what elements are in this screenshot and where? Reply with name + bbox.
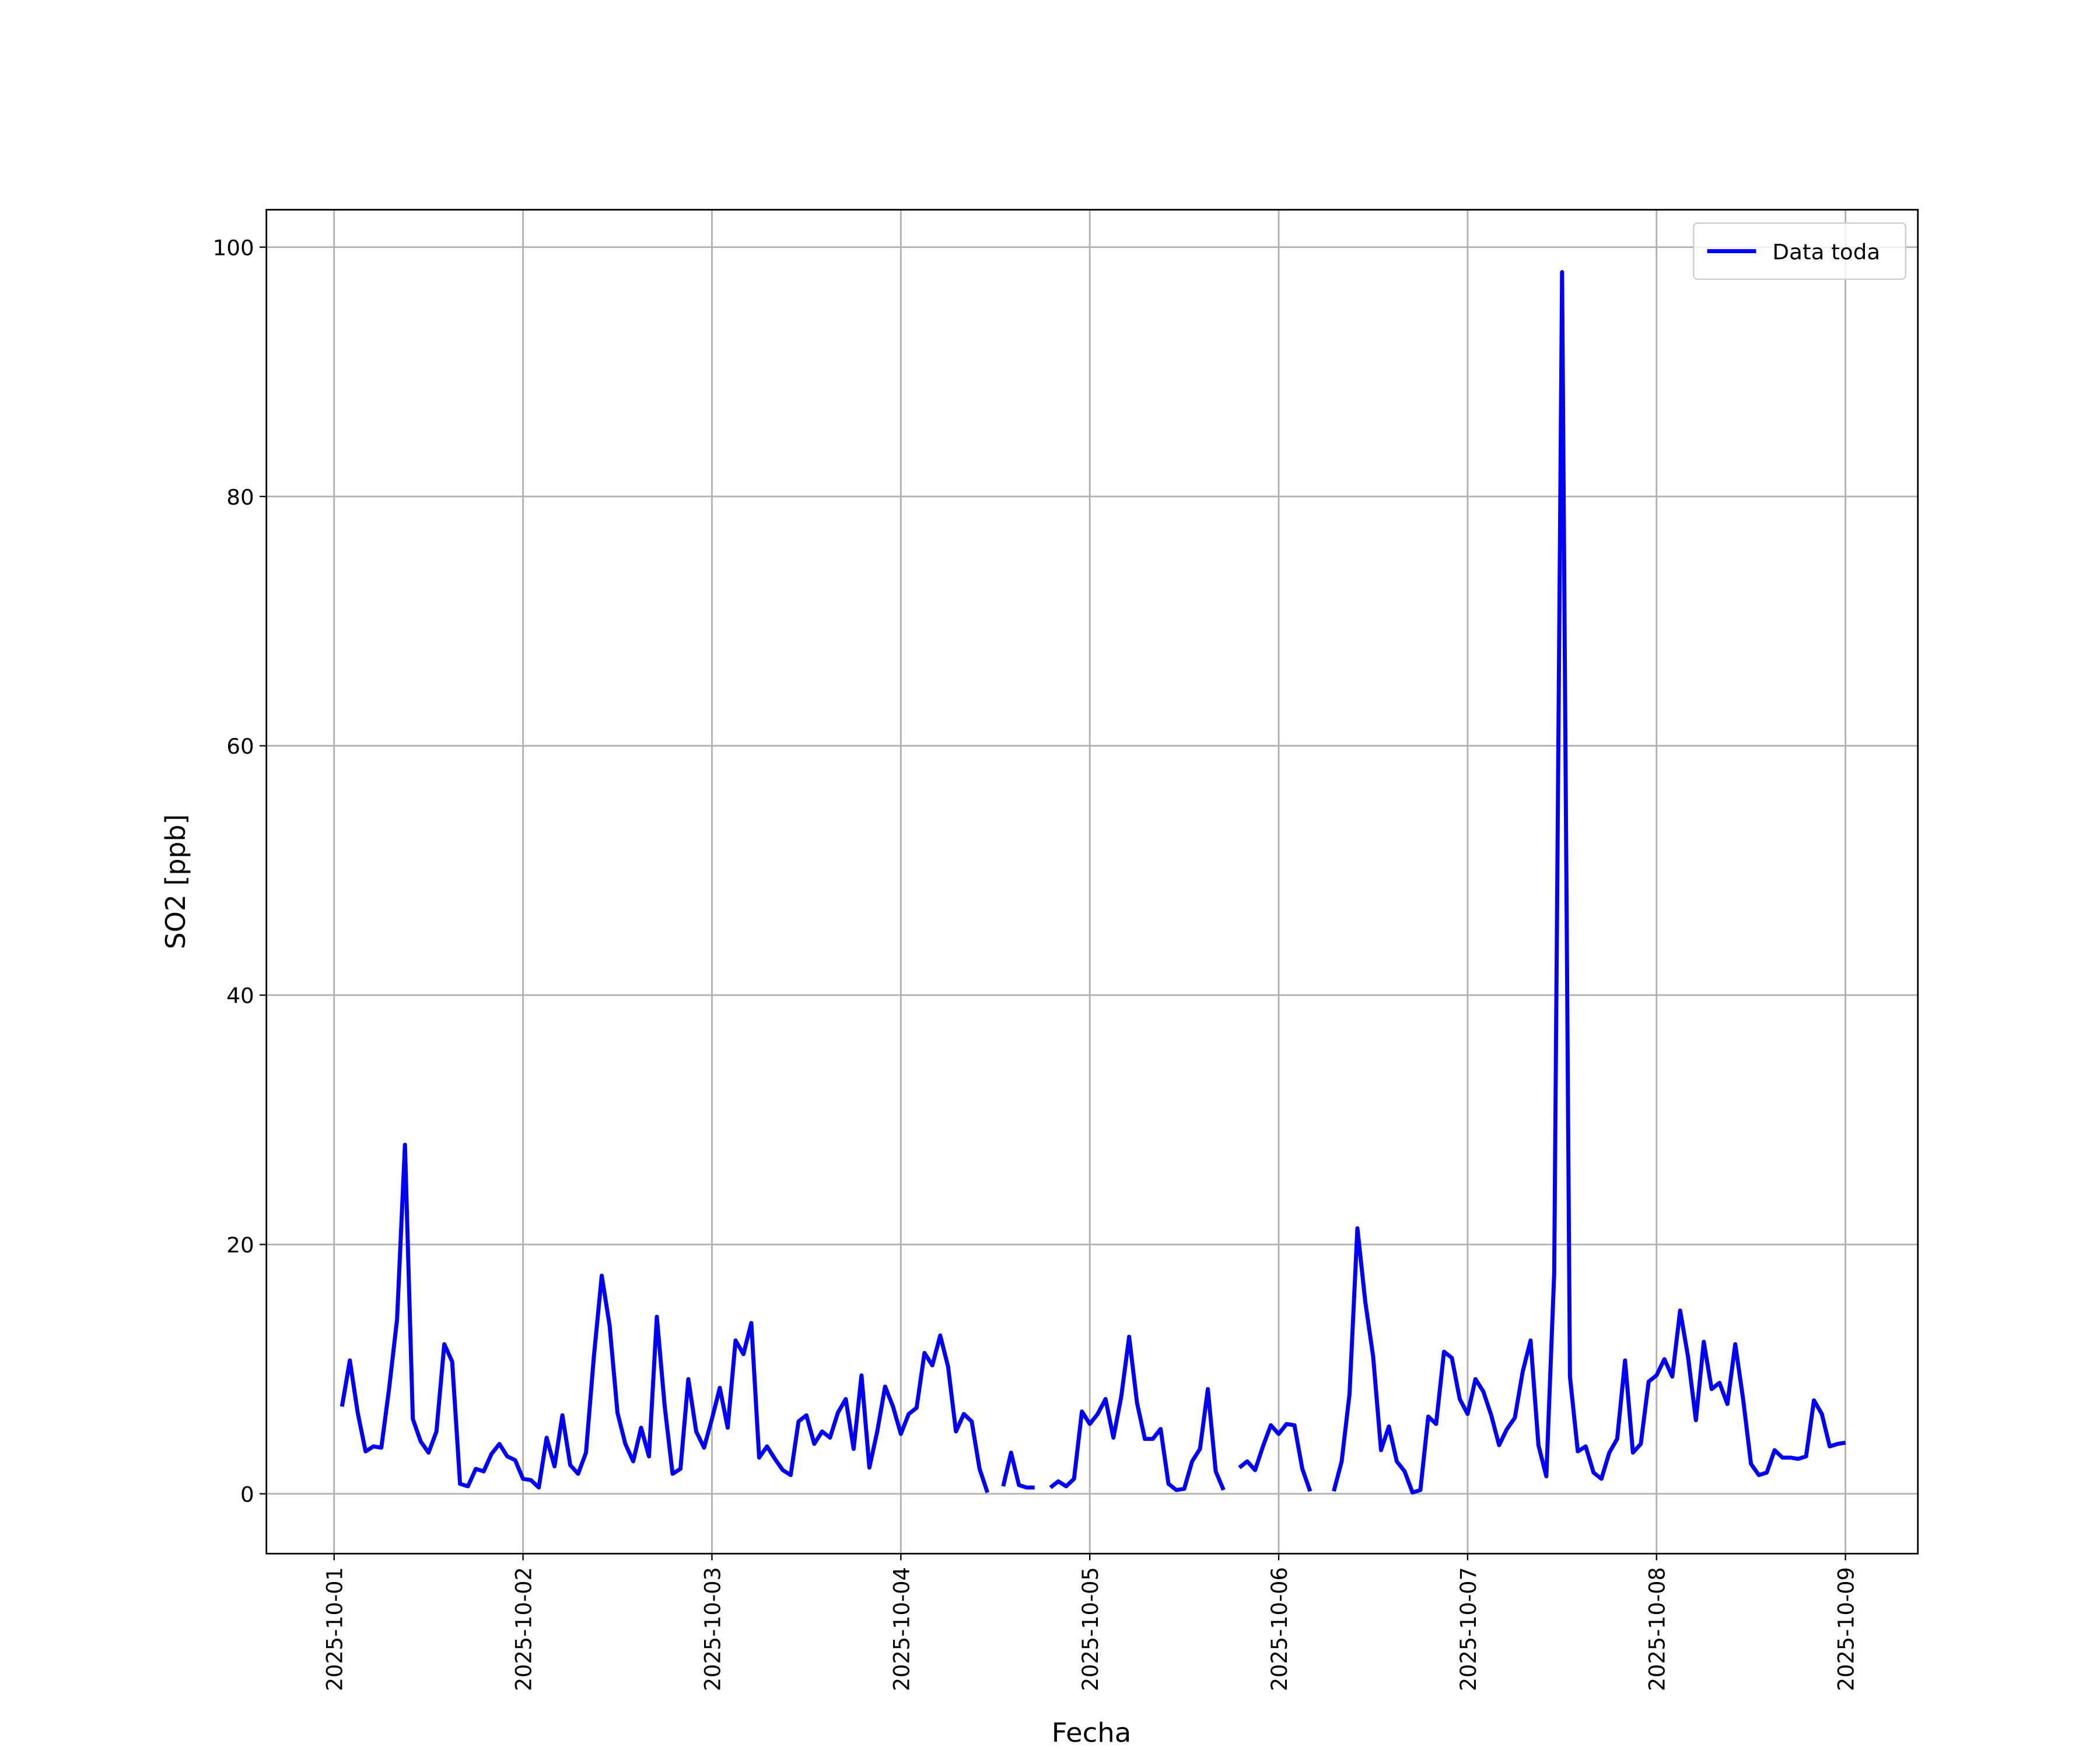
y-tick-label: 100	[213, 236, 254, 261]
x-tick-label: 2025-10-04	[889, 1567, 914, 1691]
x-tick-label: 2025-10-07	[1456, 1567, 1481, 1691]
x-tick-label: 2025-10-06	[1267, 1567, 1292, 1691]
x-tick-label: 2025-10-03	[700, 1567, 725, 1691]
legend-box	[1693, 222, 1906, 280]
grid	[266, 209, 1918, 1554]
x-tick-label: 2025-10-02	[511, 1567, 536, 1691]
y-tick-label: 20	[226, 1233, 254, 1258]
y-axis-label: SO2 [ppb]	[160, 814, 191, 950]
plot-area	[340, 270, 1846, 1495]
y-tick-label: 80	[226, 485, 254, 510]
x-tick-label: 2025-10-08	[1644, 1567, 1670, 1691]
x-tick-label: 2025-10-09	[1833, 1567, 1859, 1691]
axes-frame	[265, 209, 1919, 1555]
x-axis-label: Fecha	[1052, 1717, 1132, 1749]
y-tick-label: 0	[240, 1482, 254, 1507]
x-tick-label: 2025-10-05	[1078, 1567, 1103, 1691]
data-line	[340, 270, 1846, 1495]
x-tick-label: 2025-10-01	[322, 1567, 347, 1691]
y-tick-label: 40	[226, 984, 254, 1009]
y-tick-label: 60	[226, 734, 254, 760]
legend-label: Data toda	[1772, 240, 1880, 265]
